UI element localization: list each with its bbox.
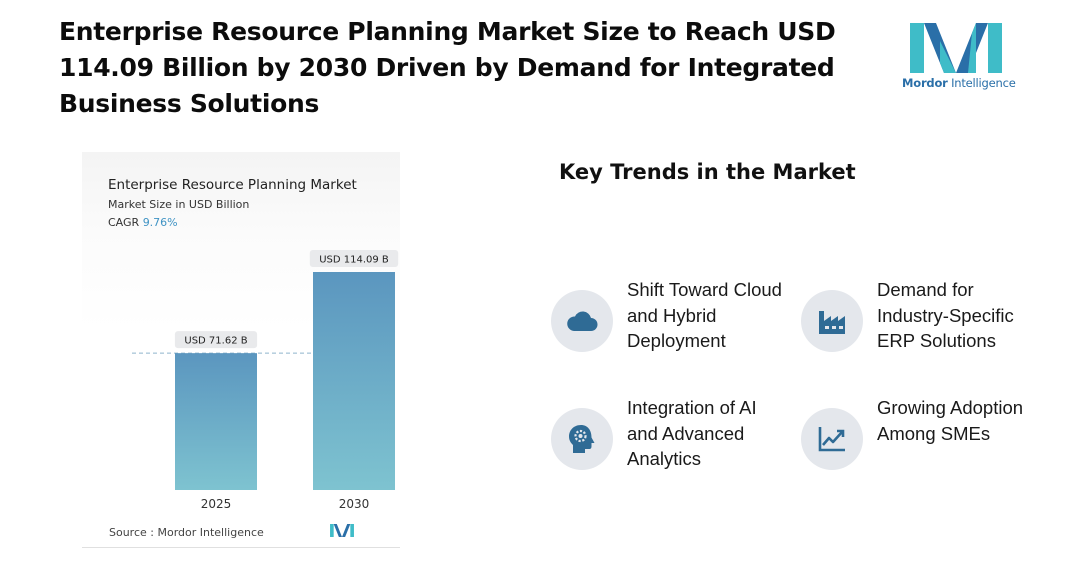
chart-cagr: CAGR 9.76% <box>108 216 178 229</box>
chart-source: Source : Mordor Intelligence <box>109 526 264 539</box>
trend-label: Demand for Industry-Specific ERP Solutio… <box>877 279 1014 351</box>
data-label-bg <box>174 331 258 349</box>
trend-icon-circle <box>801 408 863 470</box>
mordor-logo-icon <box>910 23 1002 73</box>
chart-panel: USD 71.62 B 2025 USD 114.09 B 2030 Enterpri… <box>82 152 400 548</box>
bar-2025 <box>175 353 257 490</box>
chart-title: Enterprise Resource Planning Market <box>108 177 357 193</box>
logo-wordmark: Mordor Intelligence <box>902 76 1016 90</box>
mordor-logo: Mordor Intelligence <box>902 20 1016 92</box>
page-headline: Enterprise Resource Planning Market Size… <box>59 17 836 118</box>
trends-title: Key Trends in the Market <box>559 160 856 184</box>
ai-head-icon <box>569 425 595 453</box>
cagr-value: 9.76% <box>142 216 178 229</box>
trend-icon-circle <box>801 290 863 352</box>
trend-icon-circle <box>551 290 613 352</box>
data-label-bg <box>309 250 399 267</box>
x-tick-2025: 2025 <box>201 497 232 511</box>
trend-label: Integration of AI and Advanced Analytics <box>627 397 757 469</box>
data-label-2025: USD 71.62 B <box>184 336 247 347</box>
factory-icon <box>819 311 845 334</box>
data-label-2030: USD 114.09 B <box>319 255 389 266</box>
trend-label: Growing Adoption Among SMEs <box>877 397 1024 444</box>
trend-label: Shift Toward Cloud and Hybrid Deployment <box>627 279 782 351</box>
chart-subtitle: Market Size in USD Billion <box>108 198 250 211</box>
growth-chart-icon <box>818 427 845 452</box>
x-tick-2030: 2030 <box>339 497 370 511</box>
bar-2030 <box>313 272 395 490</box>
source-logo-icon <box>330 524 354 537</box>
bar-chart: USD 71.62 B 2025 USD 114.09 B 2030 <box>132 250 399 511</box>
trend-icon-circle <box>551 408 613 470</box>
cloud-icon <box>567 311 598 331</box>
